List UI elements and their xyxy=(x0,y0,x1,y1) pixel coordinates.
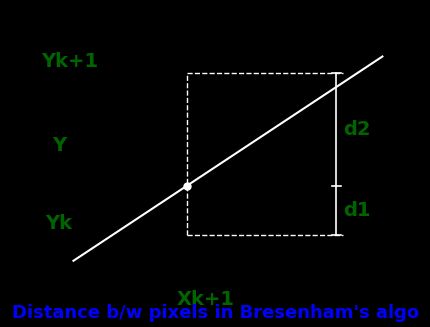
Text: d1: d1 xyxy=(343,201,370,220)
Text: d2: d2 xyxy=(343,120,370,139)
Text: Distance b/w pixels in Bresenham's algo: Distance b/w pixels in Bresenham's algo xyxy=(12,304,418,322)
Text: Xk+1: Xk+1 xyxy=(176,290,234,309)
Text: Yk+1: Yk+1 xyxy=(41,52,98,71)
Text: Y: Y xyxy=(52,136,66,155)
Text: Yk: Yk xyxy=(45,214,72,233)
